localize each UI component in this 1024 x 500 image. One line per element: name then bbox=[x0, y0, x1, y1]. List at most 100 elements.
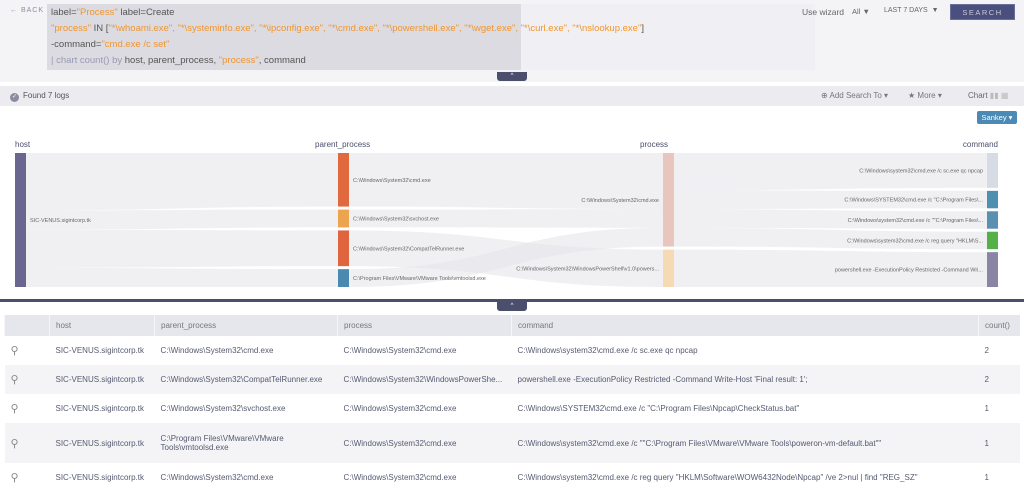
found-count: ✓ Found 7 logs bbox=[10, 86, 69, 106]
chart-type-value: Sankey bbox=[981, 113, 1007, 122]
sankey-link[interactable] bbox=[674, 153, 987, 191]
sankey-node-label: C:\Windows\system32\cmd.exe /c ""C:\Prog… bbox=[848, 218, 984, 224]
scope-dropdown[interactable]: All ▼ bbox=[852, 7, 870, 16]
pane-divider[interactable] bbox=[0, 299, 1024, 302]
sankey-node[interactable] bbox=[15, 153, 26, 287]
sankey-link[interactable] bbox=[26, 153, 338, 211]
back-label: BACK bbox=[20, 7, 45, 14]
cell-host: SIC-VENUS.sigintcorp.tk bbox=[49, 365, 155, 394]
chart-type-dropdown[interactable]: Sankey ▾ bbox=[977, 111, 1017, 124]
sankey-node-label: C:\Windows\System32\svchost.exe bbox=[353, 217, 439, 223]
sankey-node[interactable] bbox=[987, 231, 998, 250]
table-row[interactable]: ⚲ SIC-VENUS.sigintcorp.tk C:\Program Files… bbox=[4, 423, 1020, 463]
table-row[interactable]: ⚲ SIC-VENUS.sigintcorp.tk C:\Windows\Syste… bbox=[5, 463, 1021, 492]
cell-host: SIC-VENUS.sigintcorp.tk bbox=[55, 346, 144, 355]
star-icon: ★ bbox=[908, 91, 916, 100]
cell-process: C:\Windows\System32\cmd.exe bbox=[337, 423, 512, 463]
sankey-node-label: C:\Windows\System32\WindowsPowerShell\v1… bbox=[516, 266, 659, 272]
collapse-chart-button[interactable]: ^ bbox=[497, 302, 527, 311]
header-command[interactable]: command bbox=[511, 315, 979, 336]
sankey-link[interactable] bbox=[349, 230, 663, 287]
sankey-column-header: process bbox=[640, 140, 668, 149]
cell-command: C:\Windows\system32\cmd.exe /c sc.exe qc… bbox=[517, 346, 698, 355]
results-table: host parent_process process command coun… bbox=[4, 315, 1020, 492]
q: "process" bbox=[51, 23, 92, 34]
sankey-link[interactable] bbox=[674, 190, 987, 210]
table-row[interactable]: ⚲ SIC-VENUS.sigintcorp.tk C:\Windows\Syste… bbox=[5, 394, 1021, 423]
cell-command: C:\Windows\SYSTEM32\cmd.exe /c "C:\Progr… bbox=[517, 404, 800, 413]
check-icon: ✓ bbox=[10, 93, 19, 102]
sankey-node-label: SIC-VENUS.sigintcorp.tk bbox=[30, 218, 91, 224]
header-process[interactable]: process bbox=[337, 315, 512, 336]
sankey-node[interactable] bbox=[338, 153, 349, 207]
cell-parent-process: C:\Windows\System32\cmd.exe bbox=[160, 346, 274, 355]
sankey-node[interactable] bbox=[663, 153, 674, 247]
search-button[interactable]: SEARCH bbox=[950, 4, 1015, 20]
sankey-column-header: host bbox=[15, 140, 31, 149]
q: IN [ bbox=[91, 23, 109, 34]
header-host[interactable]: host bbox=[49, 315, 155, 336]
more-button[interactable]: ★ More ▾ bbox=[908, 91, 942, 100]
sankey-node[interactable] bbox=[987, 190, 998, 209]
table-header: host parent_process process command coun… bbox=[4, 315, 1020, 336]
q: , command bbox=[258, 55, 306, 66]
sankey-link[interactable] bbox=[26, 267, 338, 287]
sankey-node[interactable] bbox=[338, 230, 349, 267]
sankey-node[interactable] bbox=[338, 209, 349, 228]
cell-count: 1 bbox=[984, 404, 989, 413]
row-search-icon[interactable]: ⚲ bbox=[4, 423, 50, 463]
header-count[interactable]: count() bbox=[978, 315, 1020, 336]
chart-view-toggle[interactable]: Chart ▮▮ ▦ bbox=[968, 86, 1008, 106]
query-editor[interactable]: label="Process" label=Create "process" I… bbox=[47, 4, 644, 70]
row-search-icon[interactable]: ⚲ bbox=[10, 345, 19, 357]
scope-value: All bbox=[852, 7, 861, 16]
sankey-node-label: C:\Windows\System32\cmd.exe bbox=[353, 178, 431, 184]
sankey-link[interactable] bbox=[674, 227, 987, 250]
chart-label: Chart bbox=[968, 91, 988, 100]
time-range-dropdown[interactable]: LAST 7 DAYS ▼ bbox=[884, 7, 939, 14]
sankey-column-header: parent_process bbox=[315, 140, 370, 149]
results-toolbar: ✓ Found 7 logs ⊕ Add Search To ▾ ★ More ▾… bbox=[0, 86, 1024, 106]
q: label=Create bbox=[117, 7, 175, 18]
sankey-node[interactable] bbox=[987, 153, 998, 188]
q: ] bbox=[641, 23, 644, 34]
q: label= bbox=[51, 7, 77, 18]
cell-command: powershell.exe -ExecutionPolicy Restrict… bbox=[511, 365, 979, 394]
sankey-node-label: C:\Windows\system32\cmd.exe /c reg query… bbox=[847, 238, 983, 244]
sankey-link[interactable] bbox=[674, 209, 987, 229]
sankey-node-label: C:\Program Files\VMware\VMware Tools\vmt… bbox=[353, 276, 486, 282]
sankey-node[interactable] bbox=[987, 211, 998, 229]
sankey-link[interactable] bbox=[26, 229, 338, 268]
chevron-down-icon: ▼ bbox=[931, 7, 939, 14]
cell-host: SIC-VENUS.sigintcorp.tk bbox=[55, 473, 144, 482]
back-button[interactable]: ← BACK bbox=[10, 7, 45, 14]
q: "Process" bbox=[76, 7, 118, 18]
sankey-link[interactable] bbox=[674, 249, 987, 287]
sankey-node-label: powershell.exe -ExecutionPolicy Restrict… bbox=[835, 268, 984, 274]
row-search-icon[interactable]: ⚲ bbox=[10, 403, 19, 415]
sankey-link[interactable] bbox=[26, 209, 338, 230]
cell-parent-process: C:\Windows\System32\CompatTelRunner.exe bbox=[154, 365, 338, 394]
row-search-icon[interactable]: ⚲ bbox=[4, 365, 50, 394]
grid-view-icon[interactable]: ▦ bbox=[1000, 91, 1009, 100]
add-search-to-button[interactable]: ⊕ Add Search To ▾ bbox=[821, 91, 889, 100]
sankey-node[interactable] bbox=[663, 249, 674, 287]
collapse-query-button[interactable]: ^ bbox=[497, 72, 527, 81]
sankey-link[interactable] bbox=[349, 209, 663, 228]
header-parent-process[interactable]: parent_process bbox=[154, 315, 338, 336]
table-row[interactable]: ⚲ SIC-VENUS.sigintcorp.tk C:\Windows\Syste… bbox=[4, 365, 1020, 394]
sankey-node-label: C:\Windows\system32\cmd.exe /c sc.exe qc… bbox=[859, 168, 983, 174]
table-row[interactable]: ⚲ SIC-VENUS.sigintcorp.tk C:\Windows\Syste… bbox=[5, 336, 1021, 365]
sankey-node[interactable] bbox=[338, 269, 349, 287]
chevron-down-icon: ▼ bbox=[862, 7, 870, 16]
split-view-icon[interactable]: ▮▮ bbox=[989, 91, 999, 100]
cell-process: C:\Windows\System32\cmd.exe bbox=[343, 404, 457, 413]
row-search-icon[interactable]: ⚲ bbox=[10, 472, 19, 484]
cell-count: 1 bbox=[984, 473, 989, 482]
sankey-node[interactable] bbox=[987, 252, 998, 287]
sankey-link[interactable] bbox=[349, 153, 663, 210]
sankey-chart: SIC-VENUS.sigintcorp.tk C:\Windows\System… bbox=[15, 140, 998, 287]
cell-count: 2 bbox=[984, 346, 989, 355]
use-wizard-link[interactable]: Use wizard bbox=[802, 7, 845, 17]
more-label: More bbox=[917, 91, 936, 100]
